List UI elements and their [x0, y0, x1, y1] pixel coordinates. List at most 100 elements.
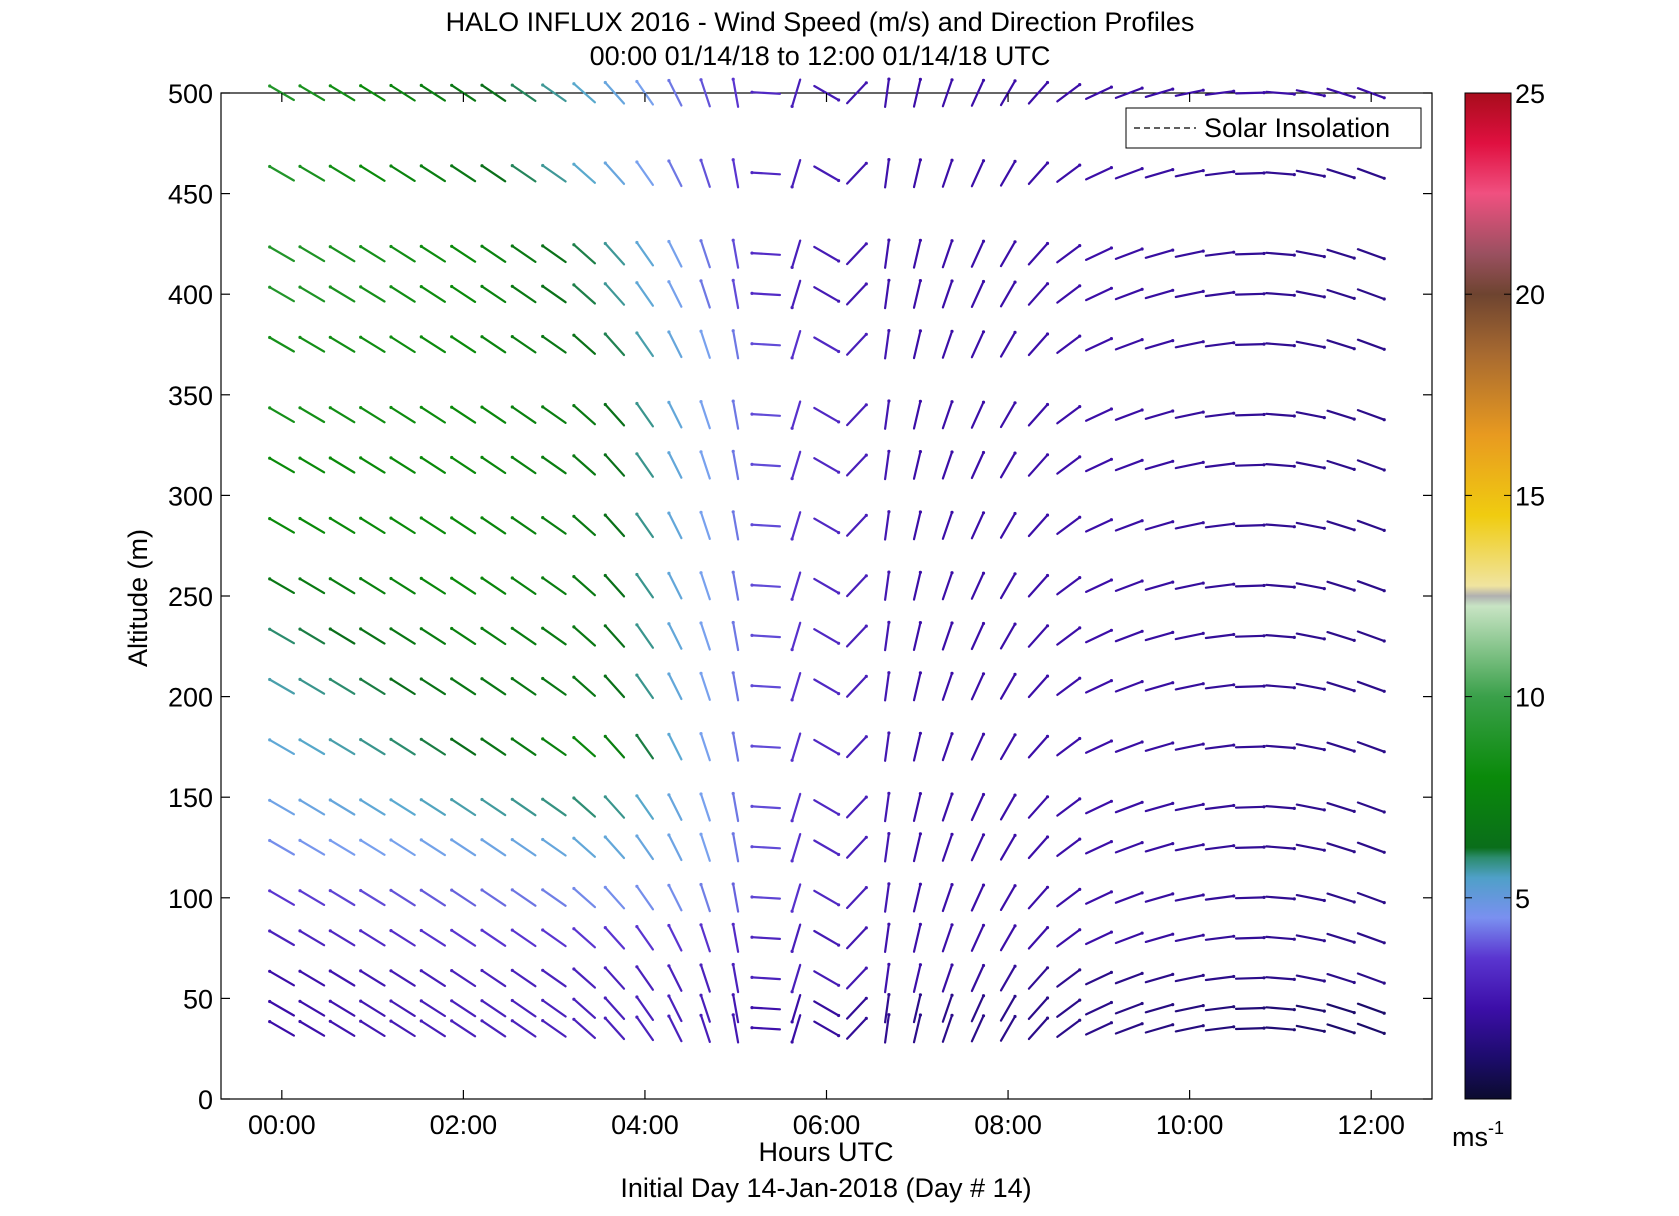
wind-vector: [941, 279, 954, 309]
wind-vector-tip: [389, 999, 393, 1003]
wind-vector: [298, 889, 326, 907]
wind-vector-tip: [750, 1026, 754, 1030]
wind-vector: [732, 158, 740, 189]
wind-vector-tip: [864, 835, 868, 839]
wind-vector-tip: [837, 852, 841, 857]
wind-vector: [912, 450, 922, 480]
wind-vector-tip: [510, 968, 514, 973]
wind-vector: [1295, 893, 1326, 902]
wind-vector: [883, 279, 891, 310]
wind-vector: [1114, 408, 1144, 421]
wind-vector-tip: [572, 675, 576, 679]
wind-vector: [420, 577, 446, 595]
wind-vector-tip: [864, 403, 868, 407]
wind-vector-tip: [298, 456, 302, 460]
wind-vector-tip: [359, 406, 363, 410]
wind-vector-tip: [1171, 842, 1175, 846]
wind-vector-tip: [419, 798, 423, 802]
wind-vector-tip: [1078, 676, 1082, 680]
wind-vector: [450, 798, 477, 817]
wind-vector-tip: [419, 516, 423, 520]
wind-vector: [635, 673, 655, 700]
wind-vector-tip: [1013, 672, 1017, 677]
wind-vector: [541, 999, 567, 1018]
wind-vector: [1326, 801, 1356, 813]
wind-vector-tip: [510, 405, 514, 409]
wind-vector-tip: [419, 405, 423, 409]
wind-vector-tip: [731, 832, 735, 836]
wind-vector: [329, 406, 356, 424]
wind-vector: [1295, 582, 1326, 590]
wind-vector: [1326, 681, 1356, 692]
wind-vector: [1174, 461, 1205, 470]
wind-vector: [1234, 845, 1266, 850]
wind-vector-tip: [298, 516, 302, 521]
wind-vector-tip: [1078, 928, 1082, 932]
wind-vector: [1265, 744, 1296, 750]
wind-vector: [667, 964, 683, 992]
wind-vector-tip: [510, 576, 514, 580]
wind-vector: [604, 282, 626, 306]
wind-vector: [298, 1000, 326, 1017]
wind-vector-tip: [1382, 901, 1386, 905]
wind-vector-tip: [450, 455, 454, 460]
wind-vector: [970, 793, 985, 822]
wind-vector-tip: [603, 573, 607, 578]
colorbar-tick-label: 20: [1515, 280, 1545, 310]
wind-vector-tip: [1171, 168, 1175, 172]
wind-vector: [970, 330, 985, 359]
wind-vector-tip: [635, 281, 639, 285]
wind-vector: [750, 1026, 782, 1031]
y-tick-label: 450: [168, 180, 213, 210]
wind-vector-tip: [480, 83, 484, 87]
wind-vector: [329, 798, 356, 816]
wind-vector-tip: [1262, 171, 1266, 175]
wind-vector-tip: [1078, 163, 1082, 167]
wind-vector: [480, 1019, 507, 1038]
wind-vector: [1234, 896, 1266, 900]
wind-vector: [813, 889, 840, 906]
wind-vector: [1174, 843, 1205, 852]
wind-vector-tip: [667, 239, 671, 244]
wind-vector-tip: [1292, 746, 1296, 750]
wind-vector-tip: [268, 1020, 272, 1024]
wind-vector-tip: [359, 516, 363, 520]
wind-vector-tip: [298, 929, 302, 933]
wind-vector: [1114, 459, 1144, 472]
wind-vector-tip: [667, 883, 671, 887]
wind-vector-tip: [750, 90, 754, 94]
wind-vector-tip: [1201, 933, 1205, 937]
wind-vector: [541, 285, 567, 304]
wind-vector-tip: [359, 577, 363, 581]
wind-vector-tip: [667, 994, 671, 998]
wind-vector: [572, 736, 597, 758]
wind-vector-tip: [1232, 1025, 1236, 1029]
wind-vector: [511, 516, 537, 535]
wind-vector: [604, 996, 626, 1021]
wind-vector-tip: [1322, 466, 1326, 470]
wind-vector-tip: [510, 164, 514, 168]
wind-vector-tip: [1078, 244, 1082, 248]
wind-vector-tip: [790, 859, 794, 863]
wind-vector-tip: [1045, 734, 1050, 739]
wind-vector: [1356, 338, 1386, 351]
wind-vector: [359, 285, 386, 303]
wind-vector: [1084, 287, 1113, 302]
wind-vector: [1056, 405, 1081, 425]
wind-vector: [1234, 252, 1266, 256]
wind-vector: [1174, 803, 1205, 812]
wind-vector: [572, 334, 597, 355]
wind-vector-tip: [419, 83, 423, 87]
wind-vector: [1356, 680, 1386, 693]
wind-vector-tip: [389, 335, 393, 339]
wind-vector-tip: [918, 450, 923, 454]
wind-vector: [1174, 581, 1205, 590]
wind-vector: [1027, 996, 1049, 1021]
wind-vector: [732, 450, 740, 481]
wind-vector: [635, 512, 655, 539]
wind-vector: [750, 523, 782, 528]
wind-vector-tip: [837, 641, 841, 645]
wind-vector-tip: [480, 737, 484, 741]
wind-vector-tip: [328, 577, 332, 581]
colorbar-gradient: [1464, 92, 1512, 1100]
